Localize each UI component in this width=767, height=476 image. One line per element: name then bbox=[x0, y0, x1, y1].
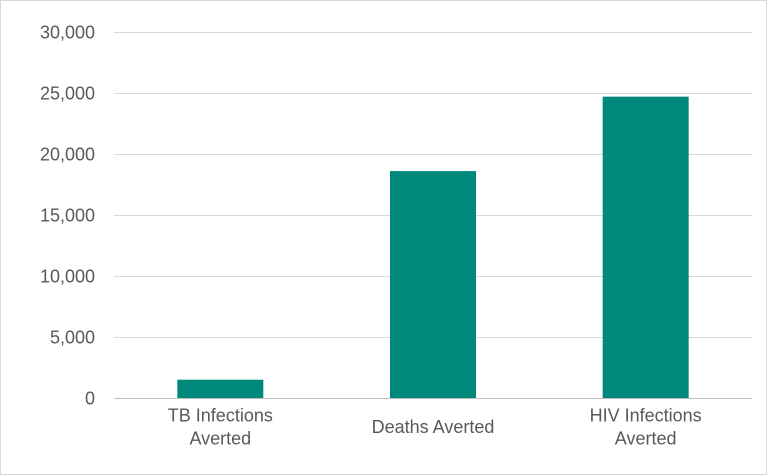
bar bbox=[390, 171, 476, 398]
x-category-label: TB Infections Averted bbox=[168, 406, 273, 449]
y-tick-label: 10,000 bbox=[40, 267, 95, 287]
y-tick-label: 30,000 bbox=[40, 23, 95, 43]
x-axis-category-labels: TB Infections Averted Deaths Averted HIV In… bbox=[168, 406, 702, 449]
bar bbox=[177, 379, 264, 398]
x-category-label: HIV Infections Averted bbox=[590, 406, 702, 449]
bars bbox=[177, 96, 689, 398]
y-tick-label: 15,000 bbox=[40, 206, 95, 226]
y-tick-label: 20,000 bbox=[40, 145, 95, 165]
y-axis-tick-labels: 0 5,000 10,000 15,000 20,000 25,000 30,000 bbox=[40, 23, 95, 409]
y-tick-label: 5,000 bbox=[50, 328, 95, 348]
y-tick-label: 0 bbox=[85, 389, 95, 409]
x-category-label: Deaths Averted bbox=[372, 417, 495, 437]
y-tick-label: 25,000 bbox=[40, 84, 95, 104]
bar bbox=[602, 96, 689, 398]
